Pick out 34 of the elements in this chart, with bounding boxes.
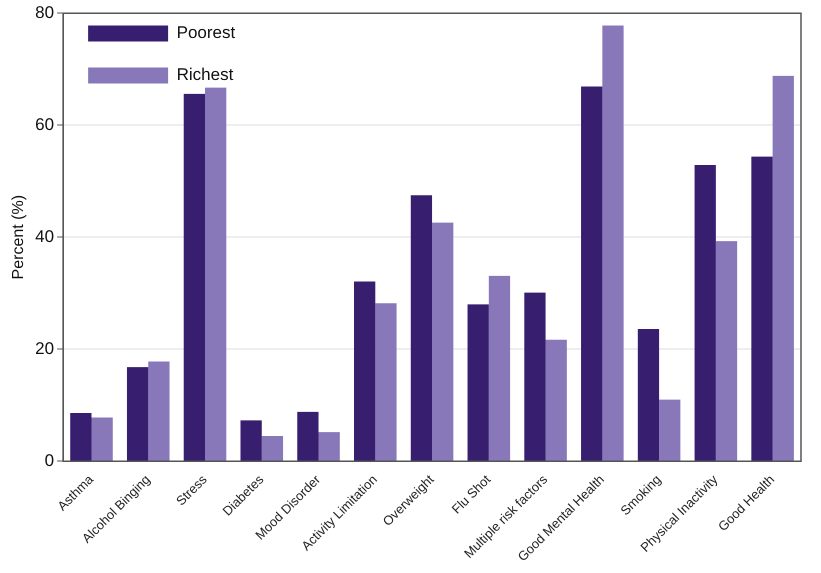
bar (488, 276, 510, 461)
bar (659, 400, 680, 461)
bar (432, 222, 454, 461)
bar (205, 88, 226, 461)
y-tick-label: 20 (35, 338, 54, 358)
bar (716, 241, 738, 461)
bar (410, 195, 432, 461)
bar (468, 304, 489, 461)
y-axis-title: Percent (%) (10, 194, 28, 280)
bar (602, 26, 624, 461)
legend-label: Richest (176, 65, 234, 84)
y-tick-label: 0 (44, 450, 54, 470)
y-tick-label: 80 (35, 2, 54, 22)
bar (694, 164, 716, 461)
bar (148, 362, 170, 461)
bar (240, 420, 262, 461)
bar (354, 281, 376, 461)
y-tick-label: 60 (35, 114, 54, 134)
bar (772, 76, 794, 461)
bar (524, 292, 546, 461)
bar (91, 418, 113, 461)
bar (546, 340, 567, 461)
bar (375, 303, 397, 461)
bar (70, 413, 92, 461)
bar (318, 432, 340, 461)
bar (126, 367, 148, 461)
bar (638, 329, 660, 461)
bar (262, 436, 284, 461)
bar (581, 86, 602, 461)
y-tick-label: 40 (35, 226, 54, 246)
bar (751, 156, 773, 461)
legend-label: Poorest (176, 23, 236, 42)
bar (297, 412, 319, 461)
bar (184, 94, 206, 461)
